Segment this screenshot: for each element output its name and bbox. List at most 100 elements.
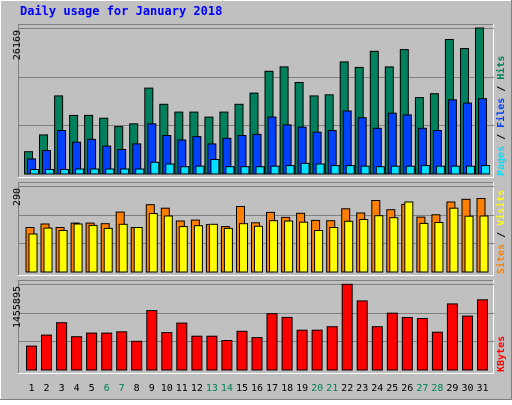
bar-kbytes-day-6 (101, 332, 113, 371)
x-tick-label-day-20: 20 (311, 383, 323, 394)
bar-visits-day-13 (208, 223, 218, 273)
x-tick-label-day-8: 8 (134, 383, 140, 394)
legend-item-hits: Hits (495, 56, 507, 80)
bar-pages-day-7 (120, 168, 130, 175)
panel-3: 1455895 KBytes (12, 280, 507, 374)
bar-visits-day-22 (344, 220, 354, 273)
bar-visits-day-20 (314, 230, 324, 273)
legend-item-files: Files (495, 98, 507, 128)
bar-visits-day-2 (43, 227, 53, 273)
bar-visits-day-26 (404, 201, 414, 273)
bar-pages-day-11 (180, 166, 190, 175)
bar-kbytes-day-3 (56, 322, 68, 371)
bar-pages-day-31 (481, 165, 490, 175)
bar-kbytes-day-14 (221, 340, 233, 371)
bar-kbytes-day-11 (176, 322, 188, 371)
bar-kbytes-day-31 (477, 299, 488, 371)
bar-pages-day-18 (285, 165, 295, 175)
bar-pages-day-2 (45, 169, 54, 175)
legend-item-visits: Visits (495, 190, 507, 226)
bar-visits-day-11 (178, 226, 188, 273)
x-tick-label-day-23: 23 (356, 383, 368, 394)
bar-pages-day-13 (210, 159, 220, 175)
bar-pages-day-4 (75, 168, 85, 175)
x-tick-label-day-6: 6 (104, 383, 110, 394)
bar-visits-day-21 (329, 227, 339, 273)
bar-visits-day-5 (88, 224, 98, 273)
bar-visits-day-10 (163, 215, 173, 273)
panel-1: 26169 Pages / Files / Hits (12, 24, 507, 178)
day-labels: 1 2 3 4 5 6 7 8 9 10 11 12 13 14 15 16 17 18 19 20 21 22 23 24 2… (28, 383, 488, 394)
bar-kbytes-day-12 (191, 335, 203, 371)
x-tick-label-day-7: 7 (119, 383, 125, 394)
bar-pages-day-17 (270, 165, 280, 175)
bar-visits-day-14 (223, 227, 233, 273)
bar-pages-day-10 (165, 163, 175, 175)
bar-pages-day-27 (420, 165, 430, 175)
bar-pages-day-29 (450, 165, 460, 175)
x-tick-label-day-15: 15 (236, 383, 248, 394)
x-tick-label-day-9: 9 (149, 383, 155, 394)
bar-kbytes-day-30 (462, 315, 473, 371)
bar-pages-day-16 (255, 166, 265, 175)
x-tick-label-day-2: 2 (43, 383, 49, 394)
bar-kbytes-day-9 (146, 310, 158, 371)
bar-kbytes-day-29 (446, 303, 458, 371)
bar-pages-day-14 (225, 166, 235, 175)
bar-visits-day-1 (28, 233, 38, 273)
bar-kbytes-day-5 (86, 332, 98, 371)
x-tick-label-day-22: 22 (341, 383, 353, 394)
legend-item-sites: Sites (495, 244, 507, 274)
bar-kbytes-day-18 (281, 316, 293, 371)
legend-3: KBytes (496, 336, 507, 372)
bar-pages-day-26 (405, 165, 415, 175)
bar-pages-day-3 (60, 169, 70, 175)
bar-files-day-26 (402, 114, 412, 175)
bar-pages-day-9 (150, 161, 160, 175)
x-tick-label-day-19: 19 (296, 383, 308, 394)
bar-kbytes-day-27 (416, 318, 428, 371)
bar-kbytes-day-4 (71, 336, 83, 371)
x-tick-label-day-12: 12 (191, 383, 203, 394)
bar-kbytes-day-2 (41, 334, 52, 371)
x-tick-label-day-25: 25 (386, 383, 398, 394)
x-tick-label-day-4: 4 (74, 383, 80, 394)
bar-pages-day-22 (345, 165, 355, 175)
bar-kbytes-day-21 (326, 326, 338, 371)
bar-kbytes-day-8 (131, 340, 143, 371)
bar-kbytes-day-15 (236, 330, 248, 371)
bar-files-day-25 (387, 112, 397, 175)
x-tick-label-day-13: 13 (206, 383, 218, 394)
bar-kbytes-day-25 (386, 312, 398, 371)
bar-visits-day-7 (118, 223, 128, 273)
bar-pages-day-20 (315, 163, 325, 175)
bar-visits-day-18 (284, 220, 294, 273)
bar-visits-day-25 (389, 217, 399, 273)
bar-pages-day-1 (30, 169, 39, 175)
bar-pages-day-23 (360, 165, 370, 175)
bar-visits-day-30 (464, 215, 474, 273)
bar-visits-day-15 (239, 223, 248, 273)
bar-kbytes-day-23 (356, 300, 368, 371)
bar-pages-day-15 (240, 166, 250, 175)
chart-panels: 26169 Pages / Files / Hits 290 Sites / Visi… (12, 24, 507, 374)
x-tick-label-day-11: 11 (176, 383, 188, 394)
x-tick-label-day-21: 21 (326, 383, 338, 394)
bar-files-day-29 (447, 99, 457, 175)
x-tick-label-day-31: 31 (476, 383, 488, 394)
bar-kbytes-day-16 (251, 337, 263, 371)
y-max-label: 26169 (12, 30, 23, 60)
x-tick-label-day-27: 27 (416, 383, 428, 394)
legend-item-pages: Pages (496, 146, 507, 176)
chart-title: Daily usage for January 2018 (20, 4, 222, 18)
bar-files-day-22 (342, 110, 352, 175)
bar-kbytes-day-24 (371, 326, 383, 371)
bar-pages-day-8 (135, 168, 145, 175)
bar-kbytes-day-19 (296, 329, 308, 371)
bar-kbytes-day-28 (431, 331, 443, 371)
x-tick-label-day-18: 18 (281, 383, 293, 394)
bar-pages-day-6 (105, 168, 115, 175)
bar-visits-day-9 (148, 213, 158, 273)
